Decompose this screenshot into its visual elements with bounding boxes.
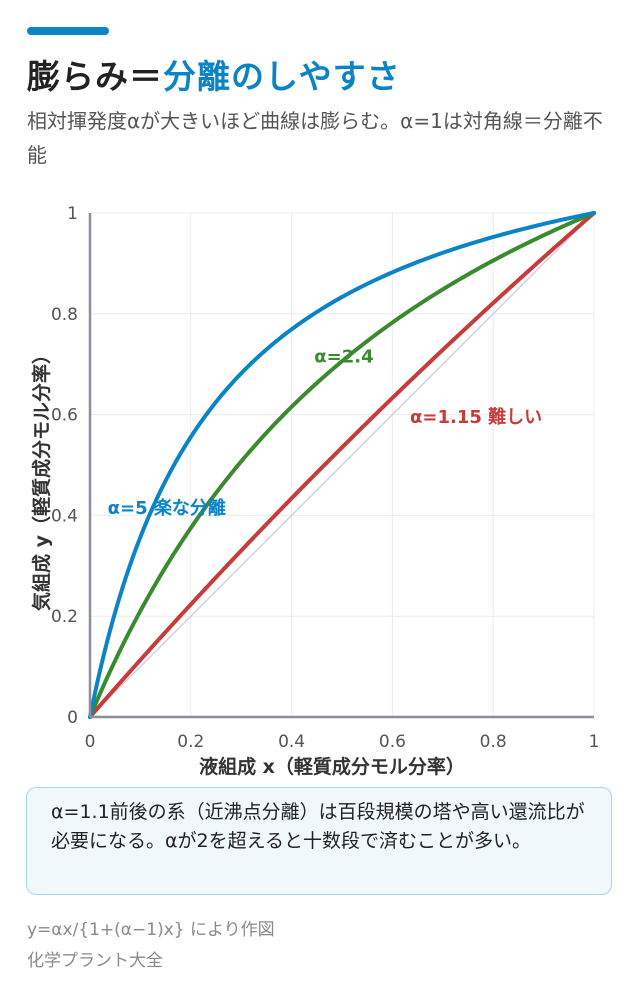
x-tick-label: 0.2 <box>177 732 204 752</box>
y-tick-label: 0.2 <box>51 607 78 627</box>
axis-layer: 0 0.2 0.4 0.6 0.8 1 0 0.2 0.4 0.6 0.8 1 液組成 x（軽質成分モル… <box>30 204 599 778</box>
curve-alpha-2-4 <box>88 211 596 719</box>
title-part-2: 分離のしやすさ <box>163 57 401 96</box>
x-tick-label: 0.4 <box>278 732 305 752</box>
y-tick-label: 0.4 <box>51 506 78 526</box>
vle-chart: 0 0.2 0.4 0.6 0.8 1 0 0.2 0.4 0.6 0.8 1 液組成 x（軽質成分モル… <box>30 204 599 778</box>
label-alpha-1-15: α=1.15 難しい <box>410 406 542 428</box>
label-alpha-2-4: α=2.4 <box>314 347 373 368</box>
footer-formula: y=αx/{1+(α−1)x} により作図 <box>27 920 275 940</box>
page-title: 膨らみ＝分離のしやすさ <box>27 50 401 98</box>
y-tick-label: 0.6 <box>51 406 78 426</box>
label-layer: α=5 楽な分離 α=2.4 α=1.15 難しい <box>108 347 543 519</box>
y-tick-label: 0.8 <box>51 305 78 325</box>
note-text: α=1.1前後の系（近沸点分離）は百段規模の塔や高い還流比が必要になる。αが2を… <box>51 801 585 852</box>
y-tick-label: 0 <box>67 708 78 728</box>
x-tick-label: 0 <box>85 732 96 752</box>
y-axis-title: 気組成 y（軽質成分モル分率） <box>30 345 53 611</box>
y-tick-label: 1 <box>67 204 78 224</box>
grid-layer <box>90 212 595 717</box>
note-box: α=1.1前後の系（近沸点分離）は百段規模の塔や高い還流比が必要になる。αが2を… <box>26 787 612 895</box>
x-tick-label: 1 <box>589 732 600 752</box>
title-part-1: 膨らみ＝ <box>27 57 163 96</box>
footer-source: 化学プラント大全 <box>27 951 163 971</box>
x-axis-title: 液組成 x（軽質成分モル分率） <box>199 755 465 778</box>
curve-alpha-1-15 <box>88 211 596 719</box>
accent-bar <box>27 27 109 35</box>
series-layer <box>88 211 596 719</box>
x-tick-label: 0.8 <box>480 732 507 752</box>
page-subtitle: 相対揮発度αが大きいほど曲線は膨らむ。α=1は対角線＝分離不能 <box>27 109 603 167</box>
curve-alpha-5 <box>88 211 596 719</box>
x-tick-label: 0.6 <box>379 732 406 752</box>
label-alpha-5: α=5 楽な分離 <box>108 497 226 519</box>
diagonal-alpha-1 <box>89 212 595 718</box>
